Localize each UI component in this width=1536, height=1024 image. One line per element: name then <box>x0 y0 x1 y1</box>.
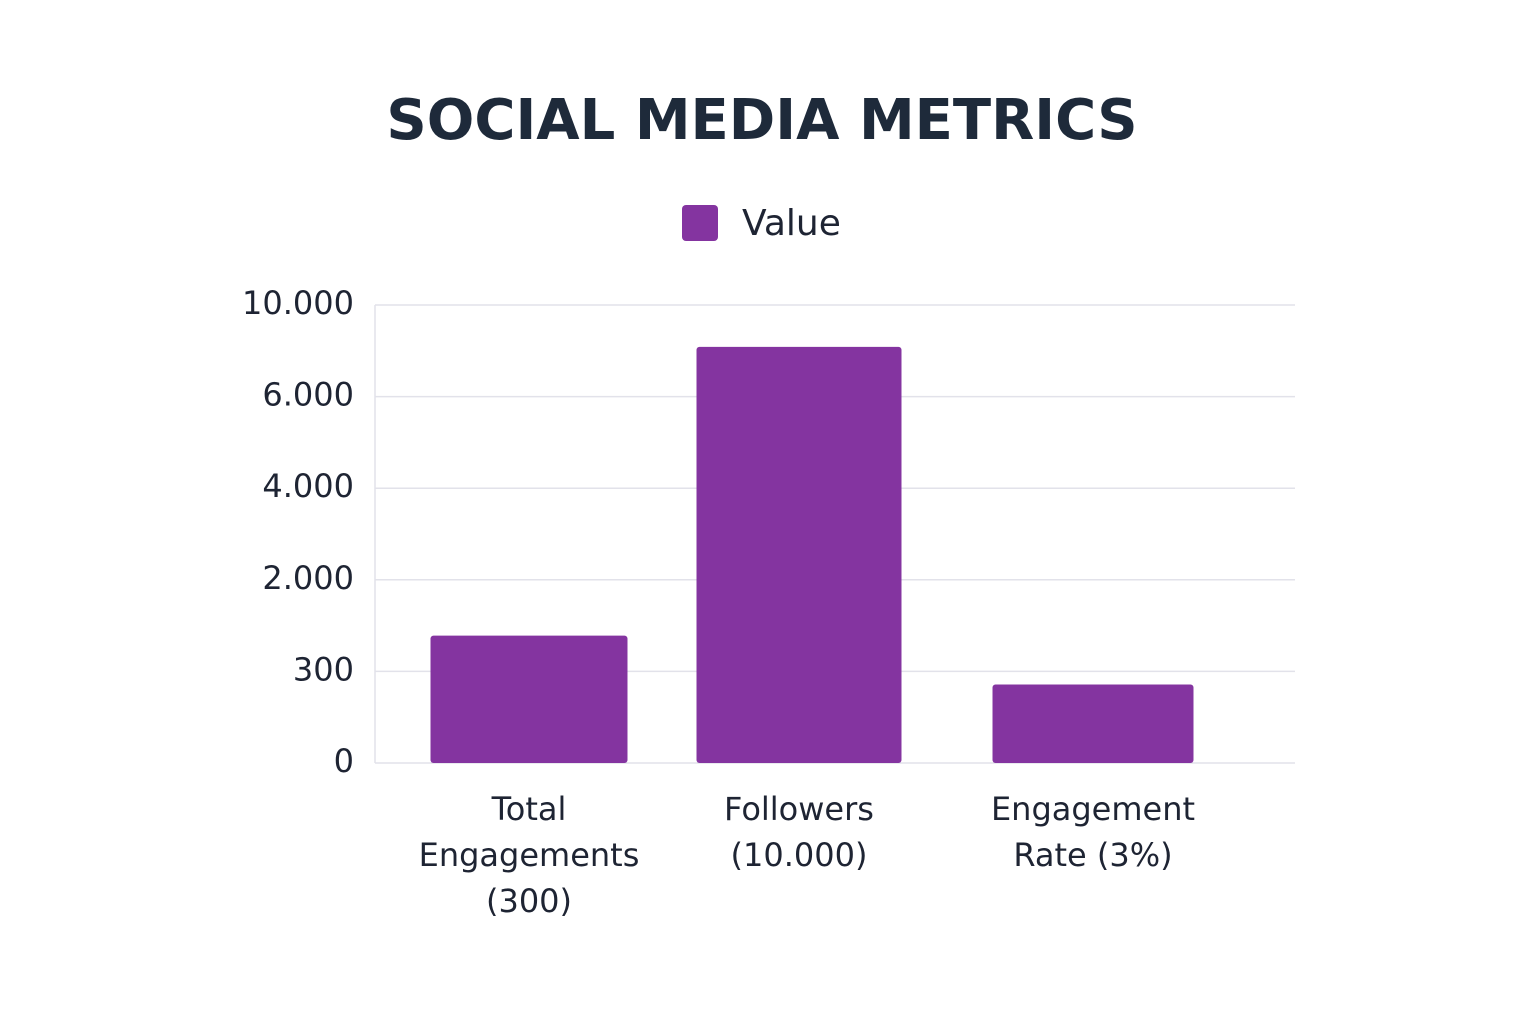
chart-title: SOCIAL MEDIA METRICS <box>386 88 1137 153</box>
y-tick-label: 300 <box>293 650 354 688</box>
legend-swatch <box>682 205 718 241</box>
bar <box>696 346 902 763</box>
y-tick-label: 4.000 <box>262 467 354 505</box>
y-tick-label: 0 <box>334 742 354 780</box>
legend-label: Value <box>742 203 841 244</box>
bar <box>430 635 628 763</box>
bar <box>992 684 1194 763</box>
y-tick-label: 10.000 <box>242 284 354 322</box>
y-tick-label: 2.000 <box>262 559 354 597</box>
x-tick-label: Engagement Rate (3%) <box>990 790 1196 874</box>
x-tick-label: Total Engagements (300) <box>418 790 640 920</box>
x-tick-label: Followers (10.000) <box>724 790 874 874</box>
y-tick-label: 6.000 <box>262 376 354 414</box>
